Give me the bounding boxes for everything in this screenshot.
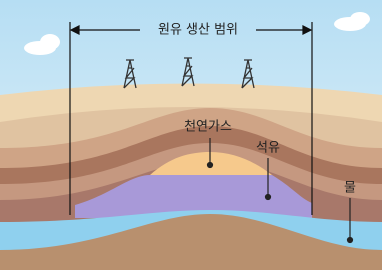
water-label: 물 [344,181,356,196]
range-label: 원유 생산 범위 [158,23,238,38]
oil-label: 석유 [256,141,280,156]
gas-label: 천연가스 [184,120,232,135]
diagram: 원유 생산 범위 천연가스 석유 물 [0,0,382,270]
